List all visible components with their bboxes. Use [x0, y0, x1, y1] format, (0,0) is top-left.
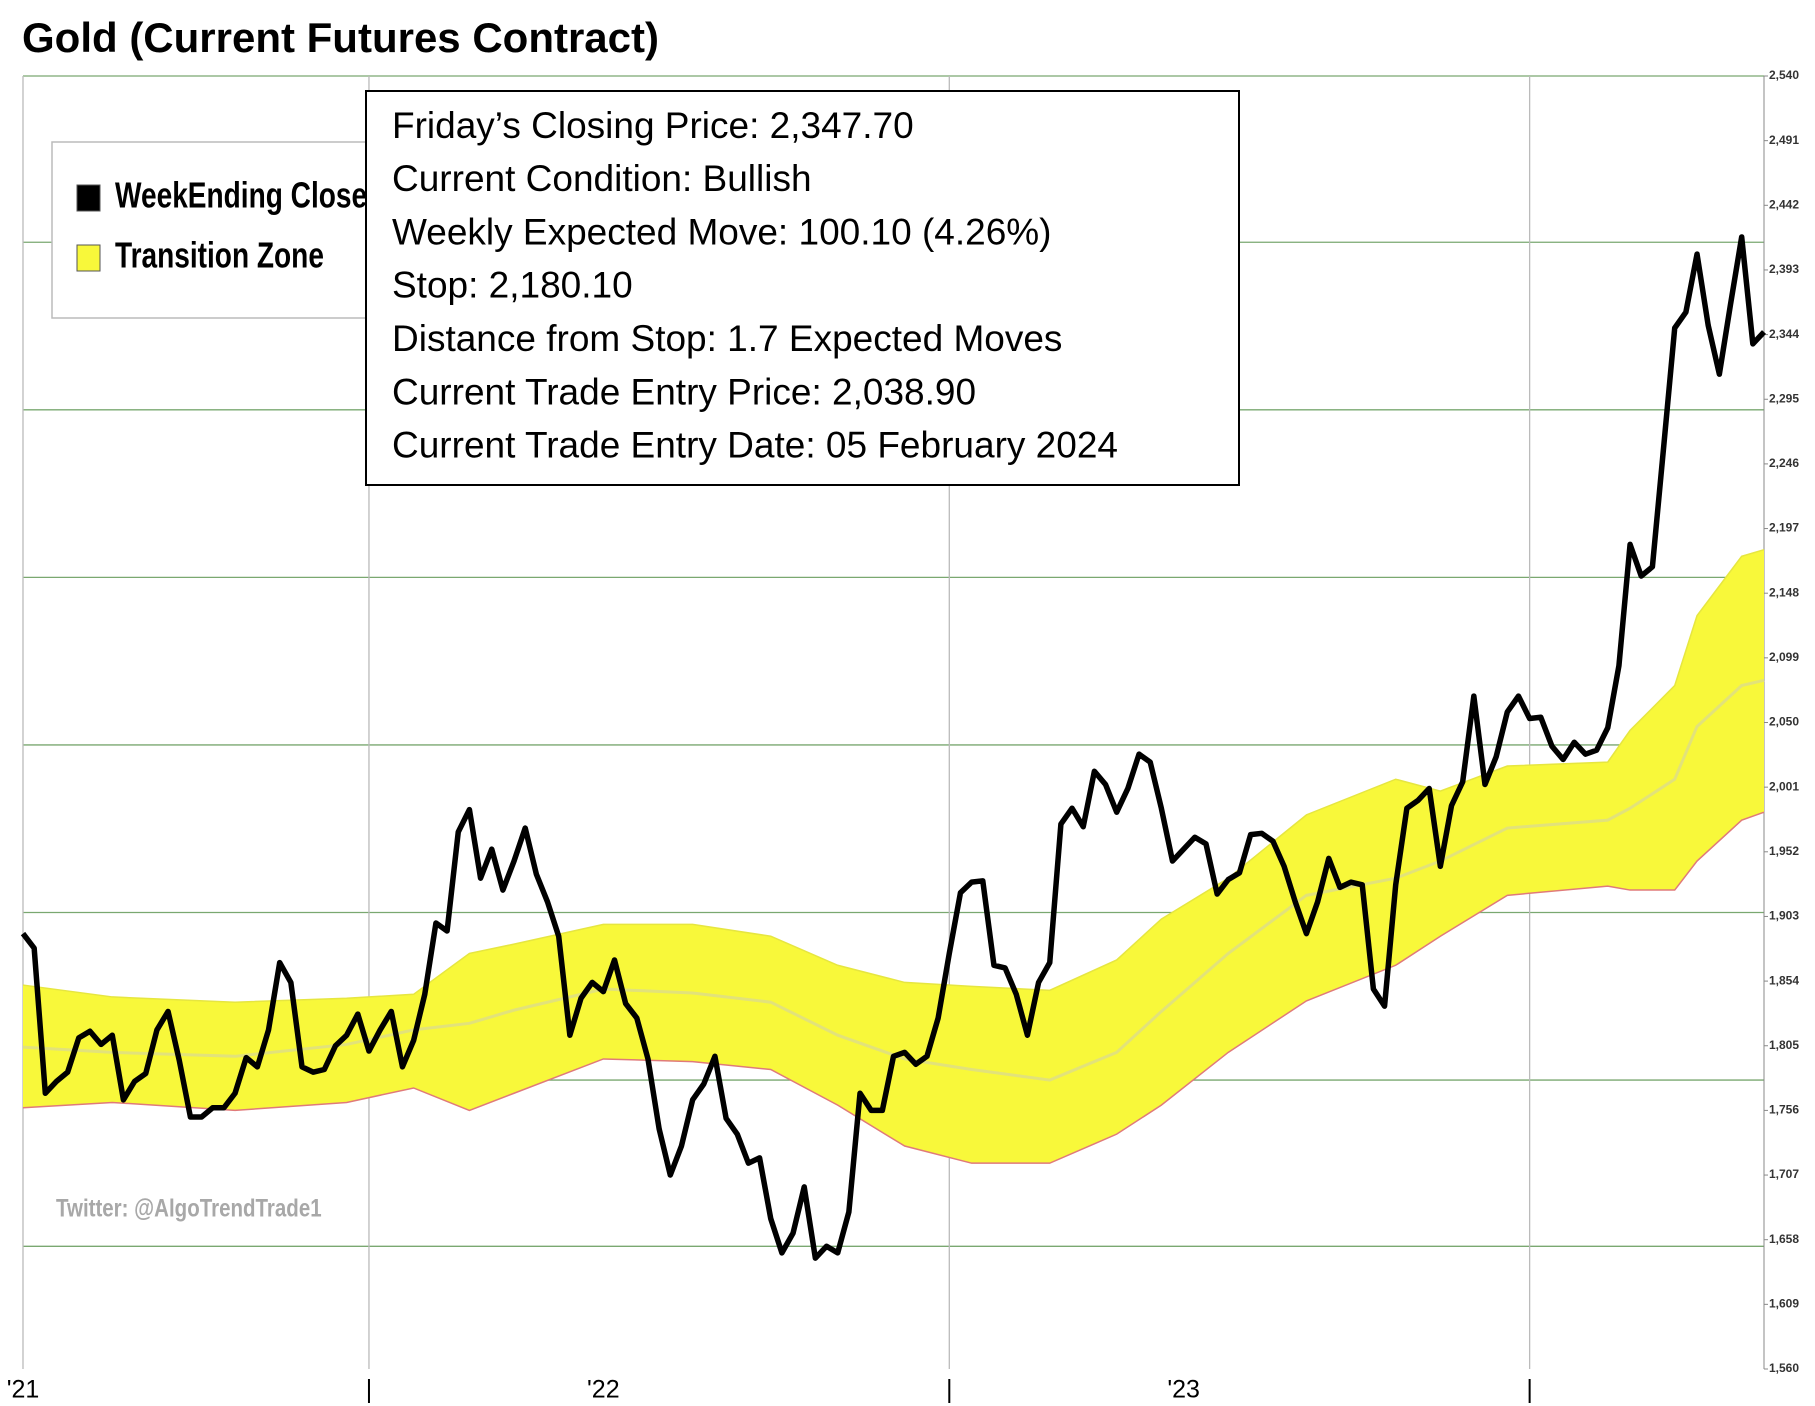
transition-zone-area [23, 549, 1764, 1164]
y-tick-label: 2,197 [1769, 521, 1799, 535]
info-box-frame [365, 90, 1240, 486]
y-tick-label: 2,246 [1769, 456, 1799, 470]
transition-zone-mid [22, 678, 1765, 1082]
info-line: Stop: 2,180.10 [392, 265, 633, 306]
legend-swatch [76, 244, 101, 272]
chart-title: Gold (Current Futures Contract) [22, 14, 659, 61]
transition-zone-lower [22, 811, 1765, 1164]
y-tick-label: 2,001 [1769, 779, 1799, 793]
x-tick-label: '21 [7, 1376, 40, 1404]
y-tick-label: 2,344 [1769, 327, 1799, 341]
info-line: Distance from Stop: 1.7 Expected Moves [392, 318, 1062, 359]
watermark: Twitter: @AlgoTrendTrade1 [56, 1194, 322, 1222]
y-tick-label: 2,295 [1769, 391, 1799, 405]
y-tick-label: 1,560 [1769, 1361, 1799, 1375]
legend: WeekEnding Close Transition Zone [51, 141, 373, 319]
legend-box [51, 141, 373, 319]
info-line: Friday’s Closing Price: 2,347.70 [392, 105, 914, 146]
x-tick-label: '23 [1167, 1376, 1200, 1404]
info-line: Current Trade Entry Date: 05 February 20… [392, 425, 1118, 466]
plot-area: 1,560 1,609 1,658 1,707 1,756 1,805 1,854 1,903… [7, 68, 1800, 1403]
y-tick-label: 1,952 [1769, 844, 1799, 858]
info-box: Friday’s Closing Price: 2,347.70 Current … [365, 90, 1240, 486]
y-tick-label: 1,707 [1769, 1167, 1799, 1181]
y-tick-label: 1,658 [1769, 1232, 1799, 1246]
close-line [20, 234, 1767, 1261]
legend-label: Transition Zone [115, 235, 324, 275]
y-tick-label: 2,050 [1769, 715, 1799, 729]
y-tick-label: 2,442 [1769, 197, 1799, 211]
y-tick-label: 2,099 [1769, 650, 1799, 664]
info-line: Weekly Expected Move: 100.10 (4.26%) [392, 211, 1052, 252]
transition-zone-upper [22, 548, 1765, 1003]
y-tick-label: 1,854 [1769, 973, 1799, 987]
y-tick-label: 1,609 [1769, 1297, 1799, 1311]
y-tick-label: 2,148 [1769, 585, 1799, 599]
y-tick-label: 2,540 [1769, 68, 1799, 82]
legend-swatch [76, 184, 101, 212]
x-tick-label: '22 [587, 1376, 620, 1404]
y-tick-label: 2,491 [1769, 133, 1799, 147]
y-tick-label: 1,903 [1769, 909, 1799, 923]
info-line: Current Trade Entry Price: 2,038.90 [392, 371, 976, 412]
y-tick-label: 2,393 [1769, 262, 1799, 276]
y-tick-label: 1,756 [1769, 1103, 1799, 1117]
info-line: Current Condition: Bullish [392, 158, 812, 199]
legend-label: WeekEnding Close [115, 175, 367, 215]
y-tick-label: 1,805 [1769, 1038, 1799, 1052]
